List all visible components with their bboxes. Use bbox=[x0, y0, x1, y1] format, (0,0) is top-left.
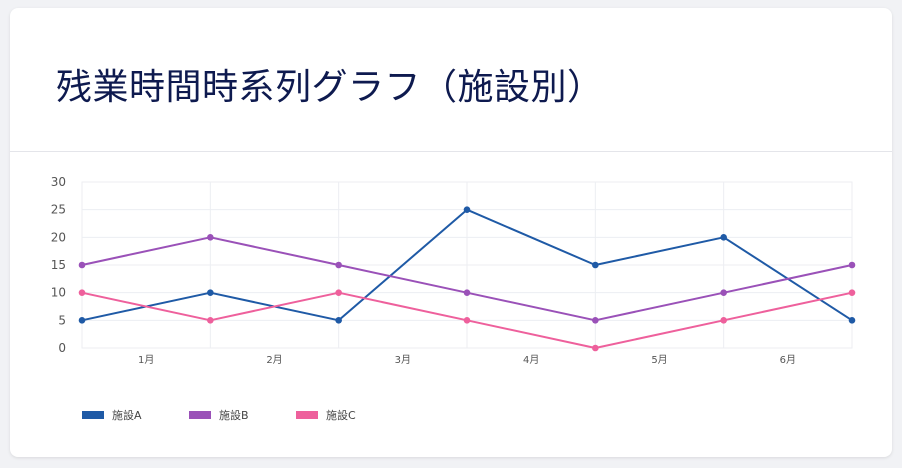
data-point bbox=[592, 261, 599, 269]
legend-label: 施設B bbox=[219, 408, 249, 422]
data-point bbox=[207, 234, 214, 241]
data-point bbox=[78, 261, 86, 269]
data-point bbox=[335, 261, 342, 269]
chart-card: 残業時間時系列グラフ（施設別） bbox=[10, 8, 892, 457]
legend-item[interactable]: 施設B bbox=[189, 408, 249, 422]
data-point bbox=[463, 206, 471, 213]
data-point bbox=[848, 261, 856, 269]
data-point bbox=[720, 234, 727, 241]
data-point bbox=[463, 289, 471, 296]
data-point bbox=[720, 317, 727, 324]
y-tick-label: 0 bbox=[58, 341, 66, 355]
y-tick-label: 25 bbox=[51, 203, 66, 217]
legend-label: 施設C bbox=[326, 408, 356, 422]
series-lines bbox=[78, 206, 856, 352]
y-axis: 0 5 10 15 20 25 30 bbox=[51, 175, 66, 355]
x-tick-label: 1月 bbox=[138, 354, 154, 366]
legend-swatch bbox=[296, 411, 318, 419]
data-point bbox=[335, 317, 342, 324]
data-point bbox=[848, 317, 856, 324]
data-point bbox=[592, 344, 599, 352]
x-tick-label: 5月 bbox=[651, 354, 667, 366]
legend-item[interactable]: 施設A bbox=[82, 408, 142, 422]
legend[interactable]: 施設A 施設B 施設C bbox=[82, 408, 356, 422]
data-point bbox=[207, 289, 214, 296]
data-point bbox=[720, 289, 727, 296]
legend-swatch bbox=[189, 411, 211, 419]
card-header: 残業時間時系列グラフ（施設別） bbox=[10, 8, 892, 152]
legend-swatch bbox=[82, 411, 104, 419]
y-tick-label: 30 bbox=[51, 175, 66, 189]
legend-label: 施設A bbox=[112, 408, 142, 422]
data-point bbox=[78, 289, 86, 296]
x-tick-label: 6月 bbox=[780, 354, 796, 366]
data-point bbox=[78, 317, 86, 324]
x-tick-label: 4月 bbox=[523, 354, 539, 366]
y-tick-label: 15 bbox=[51, 258, 66, 272]
chart-title: 残業時間時系列グラフ（施設別） bbox=[56, 67, 604, 108]
x-axis: 1月 2月 3月 4月 5月 6月 bbox=[138, 354, 796, 366]
x-tick-label: 3月 bbox=[395, 354, 411, 366]
legend-item[interactable]: 施設C bbox=[296, 408, 356, 422]
x-tick-label: 2月 bbox=[266, 354, 282, 366]
y-tick-label: 20 bbox=[51, 230, 66, 244]
data-point bbox=[463, 317, 471, 324]
data-point bbox=[848, 289, 856, 296]
y-tick-label: 10 bbox=[51, 286, 66, 300]
data-point bbox=[592, 317, 599, 324]
data-point bbox=[207, 317, 214, 324]
data-point bbox=[335, 289, 342, 296]
y-tick-label: 5 bbox=[58, 313, 66, 327]
